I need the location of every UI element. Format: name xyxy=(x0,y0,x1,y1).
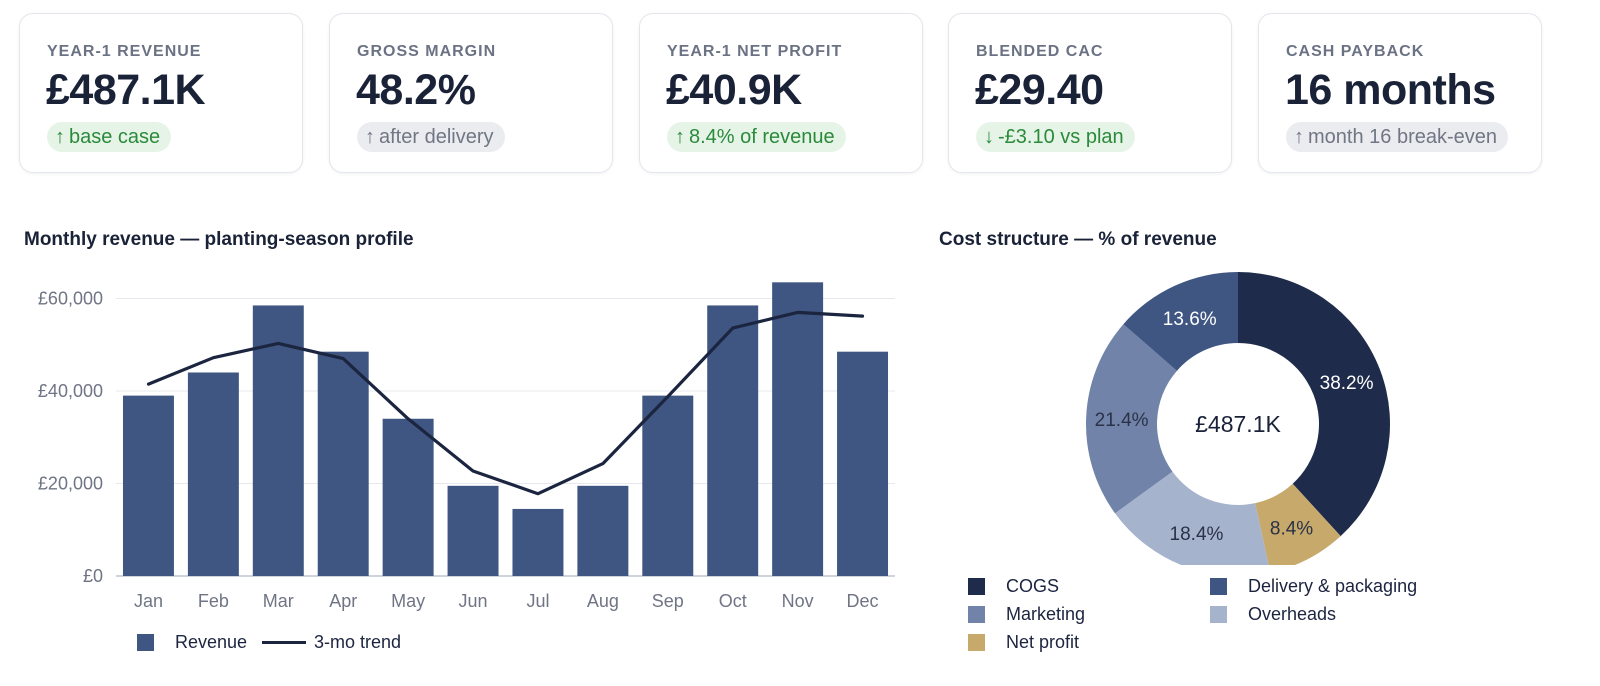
bar-jul xyxy=(512,508,564,576)
y-tick-label: £0 xyxy=(83,566,103,586)
x-tick-label: Oct xyxy=(719,591,747,611)
kpi-label: CASH PAYBACK xyxy=(1286,43,1425,60)
kpi-value: £29.40 xyxy=(975,66,1104,114)
bar-nov xyxy=(772,282,824,576)
kpi-badge-text: month 16 break-even xyxy=(1308,126,1498,148)
bar-jan xyxy=(122,395,174,576)
arrow-up-icon: ↑ xyxy=(55,126,65,148)
y-tick-label: £20,000 xyxy=(38,474,103,494)
kpi-value: £487.1K xyxy=(46,66,206,114)
kpi-label: YEAR-1 REVENUE xyxy=(47,43,202,60)
slice-cogs xyxy=(1238,272,1390,537)
x-tick-label: Jan xyxy=(134,591,163,611)
kpi-label: BLENDED CAC xyxy=(976,43,1104,60)
kpi-card-net-profit: YEAR-1 NET PROFIT £40.9K ↑ 8.4% of revenu… xyxy=(639,13,923,173)
y-tick-label: £60,000 xyxy=(38,289,103,309)
bar-may xyxy=(382,418,434,576)
x-tick-label: Dec xyxy=(847,591,879,611)
legend-swatch xyxy=(1210,606,1227,623)
legend-label: Revenue xyxy=(175,632,248,652)
kpi-row: YEAR-1 REVENUE £487.1K ↑ base case GROSS … xyxy=(0,0,1600,200)
slice-label: 13.6% xyxy=(1163,309,1217,330)
kpi-badge-text: 8.4% of revenue xyxy=(689,126,835,148)
kpi-label: YEAR-1 NET PROFIT xyxy=(667,43,843,60)
kpi-label: GROSS MARGIN xyxy=(357,43,497,60)
donut-center-label: £487.1K xyxy=(1195,411,1281,437)
legend-label: Marketing xyxy=(1006,604,1086,624)
arrow-up-icon: ↑ xyxy=(365,126,375,148)
arrow-up-icon: ↑ xyxy=(1294,126,1304,148)
bar-dec xyxy=(837,351,889,576)
legend-label: Net profit xyxy=(1006,632,1080,652)
kpi-card-blended-cac: BLENDED CAC £29.40 ↓ -£3.10 vs plan xyxy=(948,13,1232,173)
kpi-card-cash-payback: CASH PAYBACK 16 months ↑ month 16 break-e… xyxy=(1258,13,1542,173)
slice-label: 38.2% xyxy=(1320,373,1374,394)
kpi-badge: ↓ -£3.10 vs plan xyxy=(976,122,1135,152)
monthly-revenue-chart: £0 £20,000 £40,000 £60,000 Jan Feb Mar Apr May Ju… xyxy=(38,282,895,611)
kpi-badge: ↑ 8.4% of revenue xyxy=(667,122,846,152)
legend-swatch xyxy=(968,578,985,595)
kpi-card-gross-margin: GROSS MARGIN 48.2% ↑ after delivery xyxy=(329,13,613,173)
x-tick-label: Feb xyxy=(198,591,229,611)
bar-jun xyxy=(447,485,499,576)
cost-structure-donut-chart: 38.2% 8.4% 18.4% 21.4% 13.6% £487.1K xyxy=(1086,272,1390,565)
legend-label: COGS xyxy=(1006,576,1060,596)
legend-label: 3-mo trend xyxy=(314,632,402,652)
x-tick-label: Sep xyxy=(652,591,684,611)
legend-swatch xyxy=(137,634,154,651)
cost-chart-title: Cost structure — % of revenue xyxy=(939,229,1217,250)
kpi-card-revenue: YEAR-1 REVENUE £487.1K ↑ base case xyxy=(19,13,303,173)
x-tick-label: May xyxy=(391,591,425,611)
legend-label: Overheads xyxy=(1248,604,1337,624)
arrow-down-icon: ↓ xyxy=(984,126,994,148)
bar-oct xyxy=(707,305,759,576)
kpi-badge-text: after delivery xyxy=(379,126,494,148)
x-tick-label: Mar xyxy=(263,591,294,611)
x-tick-label: Apr xyxy=(329,591,357,611)
kpi-value: 48.2% xyxy=(356,66,476,114)
slice-overheads xyxy=(1115,471,1269,565)
slice-delivery-packaging xyxy=(1123,272,1238,371)
legend-swatch xyxy=(1210,578,1227,595)
kpi-badge: ↑ base case xyxy=(47,122,172,152)
legend-label: Delivery & packaging xyxy=(1248,576,1418,596)
bar-feb xyxy=(187,372,239,576)
revenue-chart-title: Monthly revenue — planting-season profil… xyxy=(24,229,414,250)
slice-label: 21.4% xyxy=(1095,410,1149,431)
trend-line xyxy=(146,310,865,496)
legend-line-swatch xyxy=(262,641,306,644)
x-tick-label: Nov xyxy=(782,591,814,611)
kpi-value: 16 months xyxy=(1285,66,1496,114)
kpi-value: £40.9K xyxy=(666,66,802,114)
x-tick-label: Jun xyxy=(459,591,488,611)
kpi-badge: ↑ month 16 break-even xyxy=(1286,122,1509,152)
slice-label: 8.4% xyxy=(1270,518,1313,539)
bar-apr xyxy=(317,351,369,576)
x-tick-label: Aug xyxy=(587,591,619,611)
slice-net-profit xyxy=(1255,483,1341,565)
slice-label: 18.4% xyxy=(1170,524,1224,545)
y-tick-label: £40,000 xyxy=(38,381,103,401)
kpi-badge: ↑ after delivery xyxy=(357,122,505,152)
slice-marketing xyxy=(1086,324,1177,514)
arrow-up-icon: ↑ xyxy=(675,126,685,148)
kpi-badge-text: base case xyxy=(69,126,161,148)
legend-swatch xyxy=(968,606,985,623)
legend-swatch xyxy=(968,634,985,651)
bar-sep xyxy=(642,395,694,576)
bar-mar xyxy=(252,305,304,576)
x-tick-label: Jul xyxy=(526,591,549,611)
kpi-badge-text: -£3.10 vs plan xyxy=(998,126,1124,148)
donut-slices xyxy=(1086,272,1390,565)
bar-aug xyxy=(577,485,629,576)
cost-chart-legend: COGS Delivery & packaging Marketing Over… xyxy=(968,575,1488,665)
